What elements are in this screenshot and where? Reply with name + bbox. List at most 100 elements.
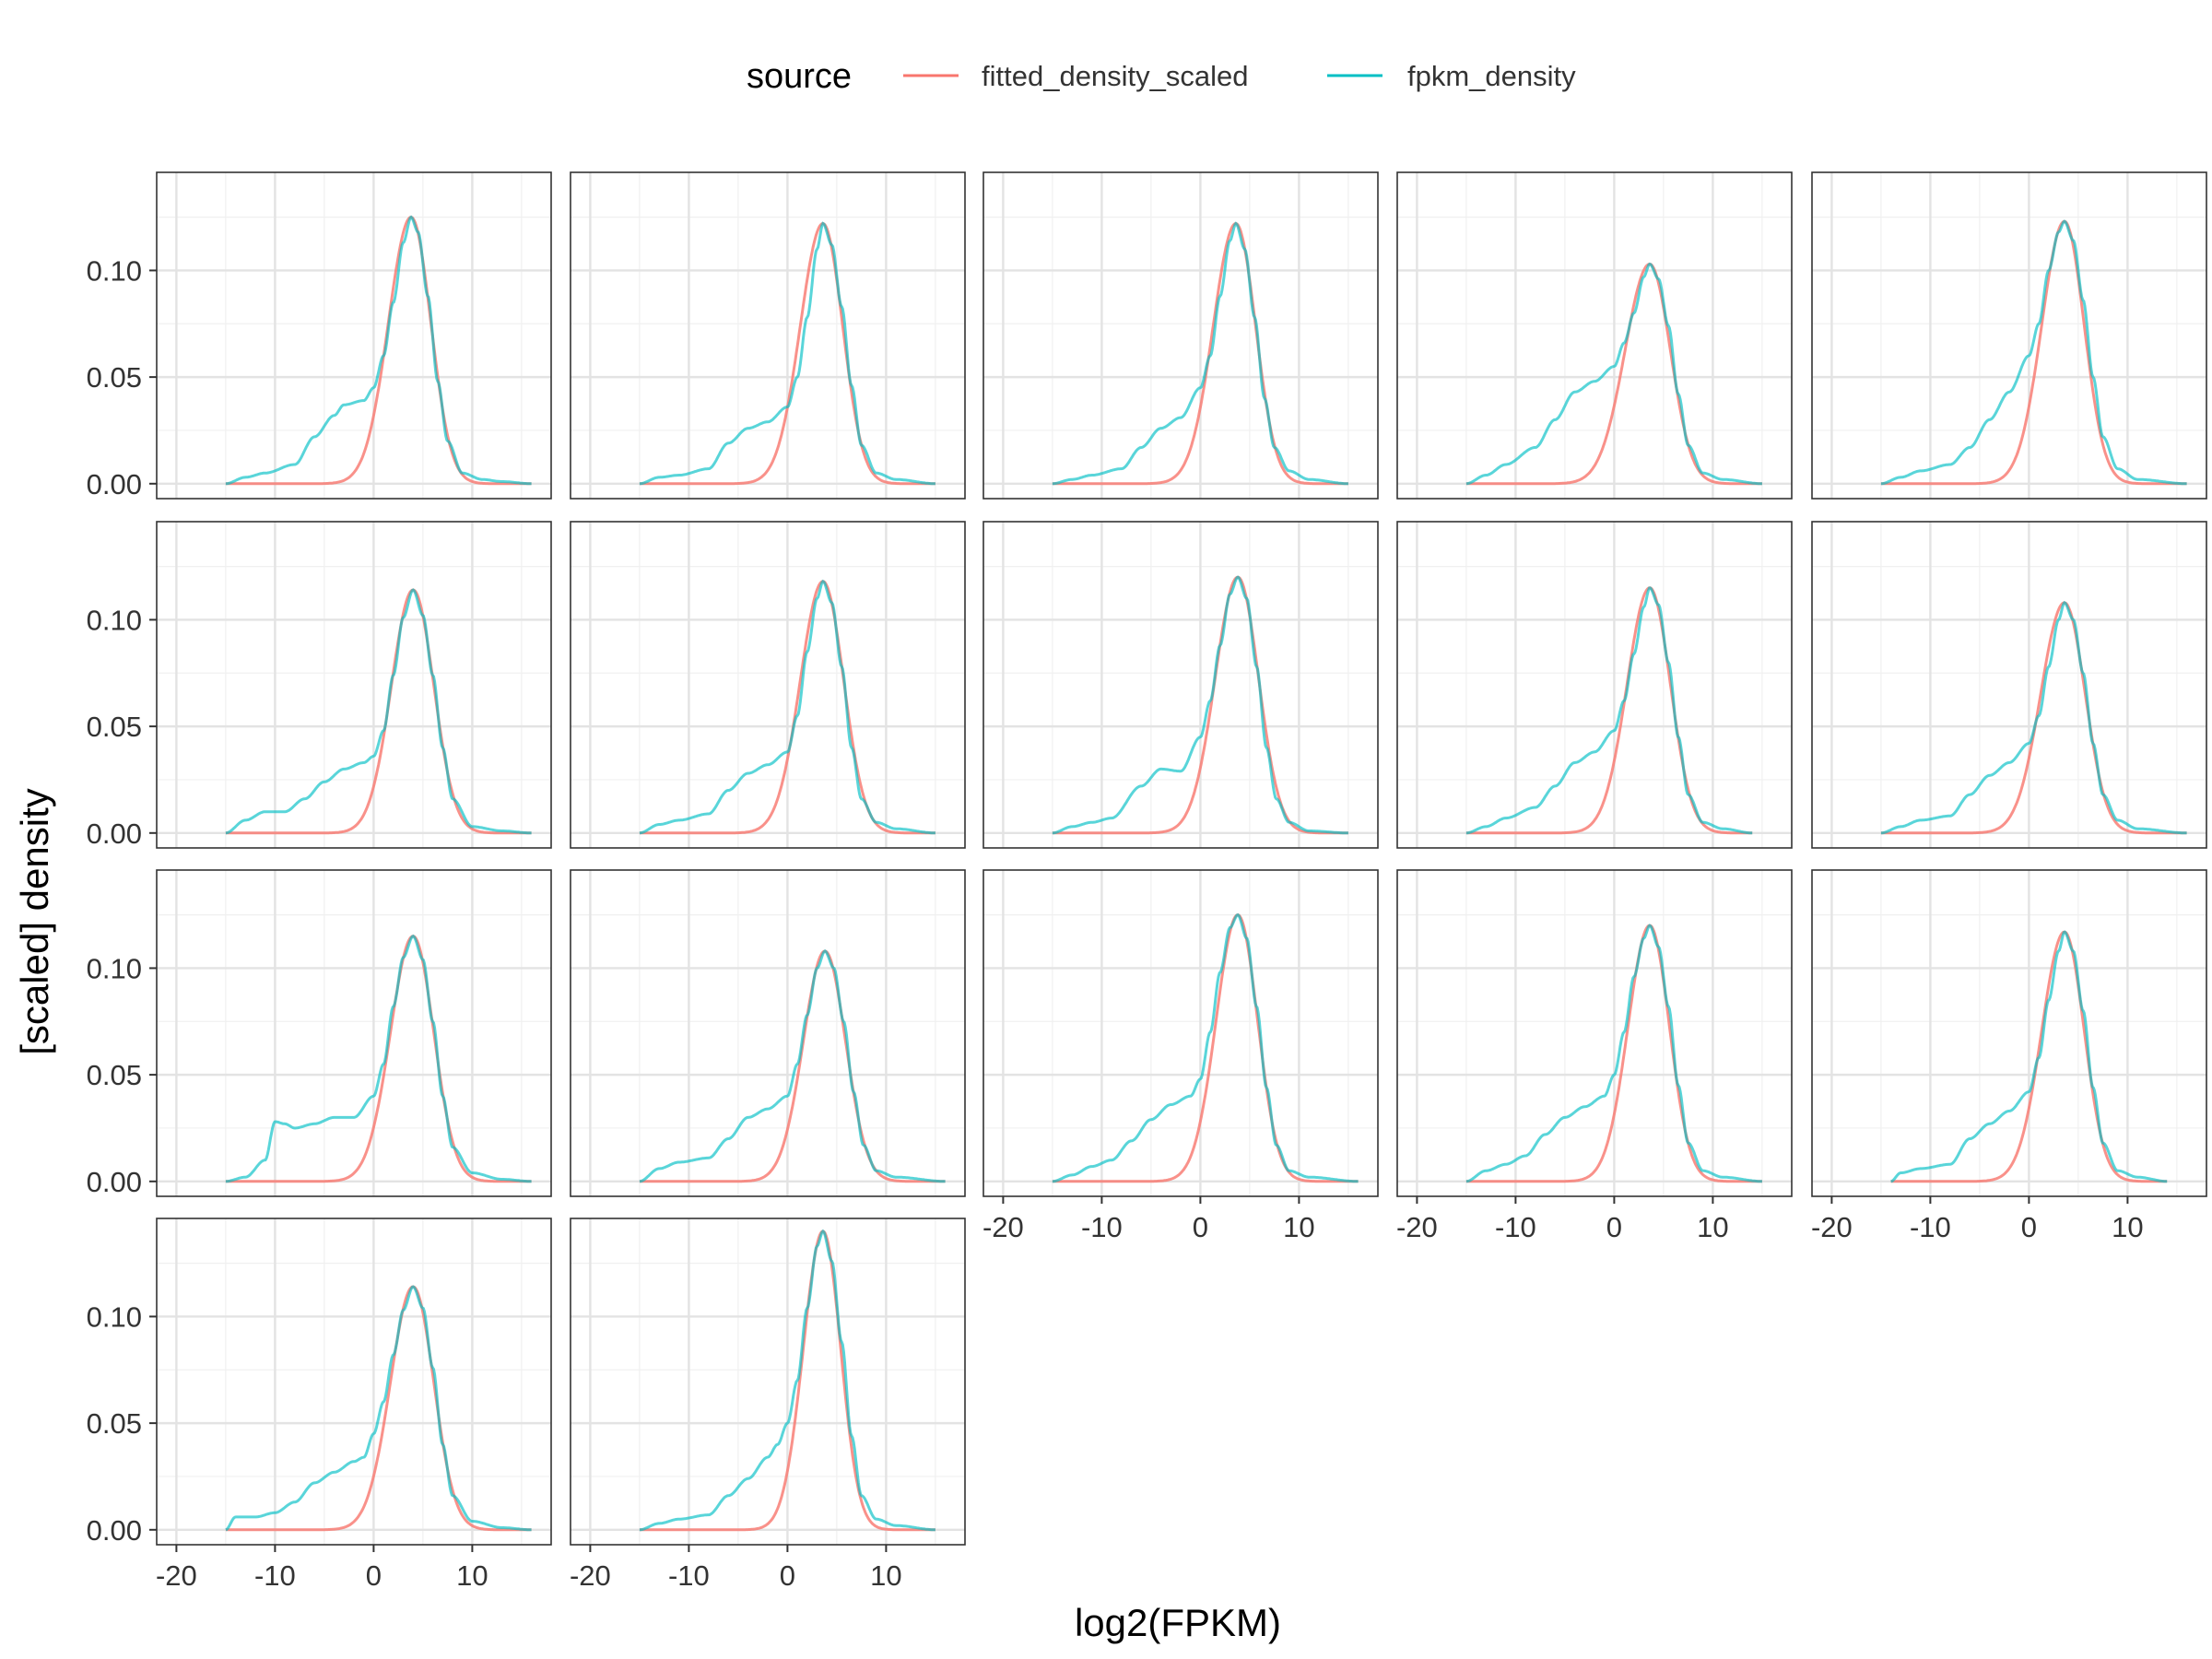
facet-panel-11: 0.00 0.05 0.10 <box>87 869 552 1198</box>
series-fitted-density-scaled <box>225 588 532 835</box>
series-fpkm-density <box>1465 586 1753 835</box>
panel-background <box>1812 870 2206 1196</box>
series-fitted-density-scaled <box>1465 924 1762 1183</box>
legend-title: source <box>747 57 852 96</box>
panel-background <box>157 870 551 1196</box>
series-fitted-density-scaled <box>1052 575 1348 835</box>
x-tick-label: -10 <box>1910 1211 1951 1243</box>
facet-panels: 0.000.050.100.000.050.100.000.050.10-20-… <box>87 171 2207 1592</box>
panel-border <box>982 171 1379 500</box>
panel-border <box>156 171 552 500</box>
panel-border <box>156 869 552 1197</box>
panel-background <box>983 172 1378 499</box>
x-tick-label: -20 <box>982 1211 1024 1243</box>
series-fpkm-density <box>1880 219 2187 486</box>
facet-panel-1: 0.00 0.05 0.10 <box>87 171 552 500</box>
series-fitted-density-scaled <box>1465 586 1753 835</box>
y-tick-label: 0.10 <box>87 254 142 287</box>
series-fpkm-density <box>225 1285 532 1532</box>
x-tick-label: -10 <box>1081 1211 1123 1243</box>
panel-background <box>1812 172 2206 499</box>
series-fitted-density-scaled <box>1052 221 1348 486</box>
series-fpkm-density <box>225 588 532 835</box>
facet-panel-16: 0.00 0.05 0.10 -20 -10 0 10 <box>87 1218 552 1592</box>
panel-background <box>983 522 1378 848</box>
panel-background <box>571 870 965 1196</box>
series-fitted-density-scaled <box>639 949 946 1183</box>
facet-panel-7 <box>570 521 966 849</box>
panel-border <box>570 1218 966 1546</box>
x-tick-label: -10 <box>254 1559 296 1592</box>
series-fitted-density-scaled <box>225 935 532 1183</box>
x-tick-label: 0 <box>2021 1211 2037 1243</box>
x-tick-label: 10 <box>870 1559 901 1592</box>
y-tick-label: 0.10 <box>87 952 142 984</box>
panel-background <box>157 172 551 499</box>
series-fitted-density-scaled <box>1890 930 2168 1183</box>
series-fpkm-density <box>1890 930 2168 1183</box>
x-tick-label: 10 <box>2112 1211 2143 1243</box>
panel-border <box>156 521 552 849</box>
facet-panel-13: -20 -10 0 10 <box>982 869 1379 1243</box>
series-fitted-density-scaled <box>1052 913 1359 1183</box>
x-tick-label: 0 <box>780 1559 795 1592</box>
facet-panel-6: 0.00 0.05 0.10 <box>87 521 552 850</box>
panel-background <box>1397 172 1792 499</box>
panel-background <box>571 522 965 848</box>
facet-panel-8 <box>982 521 1379 849</box>
x-tick-label: 0 <box>1606 1211 1622 1243</box>
series-fitted-density-scaled <box>1880 219 2187 486</box>
panel-border <box>570 869 966 1197</box>
series-fpkm-density <box>1880 600 2187 835</box>
series-fpkm-density <box>639 949 946 1183</box>
panel-border <box>982 869 1379 1197</box>
panel-background <box>983 870 1378 1196</box>
series-fitted-density-scaled <box>639 580 935 835</box>
facet-panel-9 <box>1396 521 1793 849</box>
legend-label-fitted-density-scaled: fitted_density_scaled <box>982 60 1249 92</box>
panel-border <box>1811 869 2207 1197</box>
x-tick-label: 10 <box>1283 1211 1314 1243</box>
series-fitted-density-scaled <box>1465 262 1762 486</box>
y-tick-label: 0.05 <box>87 361 142 394</box>
facet-panel-17: -20 -10 0 10 <box>570 1218 966 1592</box>
facet-panel-3 <box>982 171 1379 500</box>
panel-border <box>570 521 966 849</box>
x-axis-title: log2(FPKM) <box>1075 1601 1281 1644</box>
facet-panel-10 <box>1811 521 2207 849</box>
series-fpkm-density <box>1052 221 1348 486</box>
panel-background <box>157 522 551 848</box>
y-tick-label: 0.00 <box>87 1166 142 1198</box>
x-tick-label: -20 <box>156 1559 197 1592</box>
panel-border <box>1811 171 2207 500</box>
facet-panel-4 <box>1396 171 1793 500</box>
y-tick-label: 0.05 <box>87 1059 142 1091</box>
panel-background <box>1397 522 1792 848</box>
panel-background <box>157 1218 551 1545</box>
legend: source fitted_density_scaled fpkm_densit… <box>747 57 1576 96</box>
facet-panel-15: -20 -10 0 10 <box>1811 869 2207 1243</box>
panel-background <box>571 1218 965 1545</box>
x-tick-label: -10 <box>1495 1211 1536 1243</box>
y-tick-label: 0.00 <box>87 818 142 850</box>
panel-background <box>1812 522 2206 848</box>
series-fpkm-density <box>1052 575 1348 835</box>
series-fitted-density-scaled <box>225 216 532 486</box>
y-axis-title: [scaled] density <box>13 788 56 1055</box>
y-tick-label: 0.00 <box>87 1514 142 1547</box>
series-fpkm-density <box>1052 912 1359 1183</box>
x-tick-label: 10 <box>1697 1211 1728 1243</box>
panel-border <box>156 1218 552 1546</box>
x-tick-label: 10 <box>456 1559 488 1592</box>
series-fpkm-density <box>225 934 532 1183</box>
panel-background <box>571 172 965 499</box>
series-fpkm-density <box>639 221 935 486</box>
panel-border <box>1396 171 1793 500</box>
series-fpkm-density <box>225 215 532 486</box>
x-tick-label: -20 <box>1811 1211 1853 1243</box>
panel-border <box>1396 869 1793 1197</box>
facet-panel-2 <box>570 171 966 500</box>
panel-border <box>982 521 1379 849</box>
series-fitted-density-scaled <box>225 1285 532 1532</box>
